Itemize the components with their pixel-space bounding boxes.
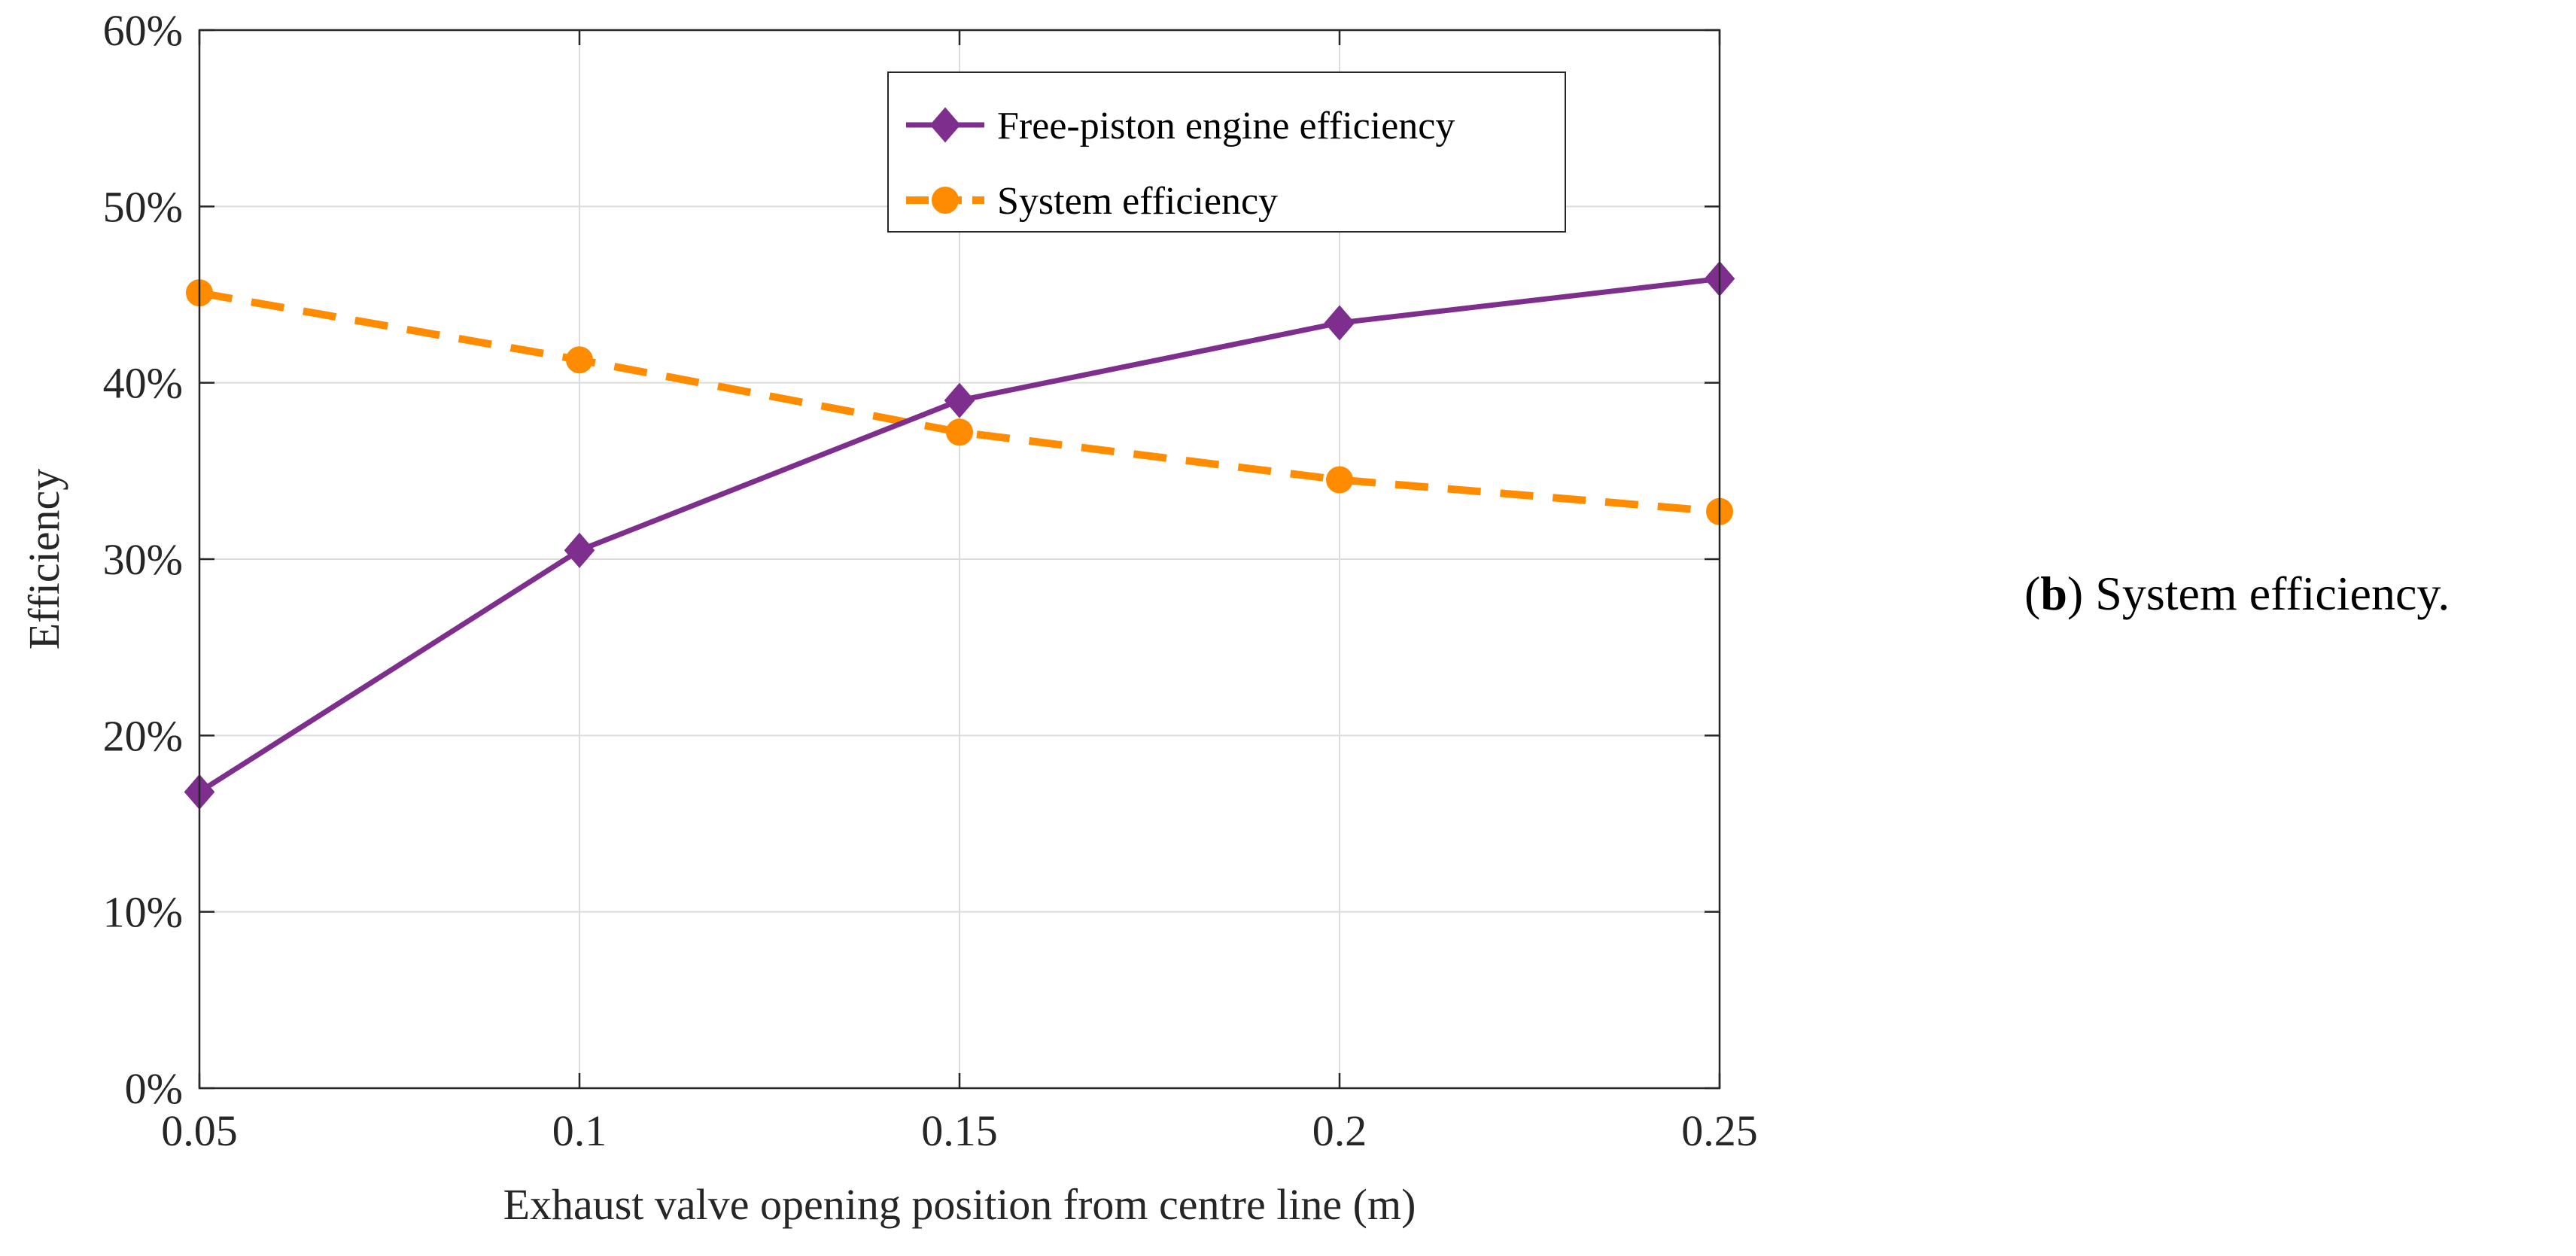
- engine-data-point: [564, 532, 595, 568]
- engine-data-point: [1324, 305, 1355, 341]
- y-tick-label: 30%: [103, 535, 183, 584]
- y-tick-label: 10%: [103, 888, 183, 937]
- y-tick-label: 0%: [125, 1064, 183, 1113]
- x-tick-label: 0.15: [921, 1106, 998, 1155]
- caption-label: b: [2040, 567, 2067, 620]
- y-tick-label: 20%: [103, 711, 183, 760]
- tick-labels: 0.05 0.1 0.15 0.2 0.25 0% 10% 20% 30% 40% 50% 60%: [103, 6, 1758, 1155]
- legend-marker-shape: [929, 107, 961, 143]
- y-tick-label: 60%: [103, 6, 183, 55]
- figure-caption: (b) System efficiency.: [2024, 566, 2450, 622]
- legend-marker-engine: [929, 107, 961, 143]
- caption-text: System efficiency.: [2083, 567, 2450, 620]
- legend-label-engine: Free-piston engine efficiency: [997, 105, 1455, 147]
- system-data-point: [1326, 466, 1353, 494]
- series-engine: [184, 260, 1735, 810]
- caption-close-paren: ): [2067, 567, 2084, 620]
- system-line: [199, 289, 1720, 515]
- x-tick-label: 0.25: [1681, 1106, 1758, 1155]
- y-tick-label: 40%: [103, 359, 183, 408]
- legend-marker-system: [932, 187, 959, 214]
- x-tick-label: 0.2: [1312, 1106, 1367, 1155]
- caption-open-paren: (: [2024, 567, 2041, 620]
- legend: Free-piston engine efficiency System eff…: [887, 71, 1566, 233]
- system-data-point: [946, 418, 973, 446]
- legend-marker-shape: [932, 187, 959, 214]
- system-data-point: [566, 346, 593, 374]
- x-tick-label: 0.05: [161, 1106, 238, 1155]
- x-tick-label: 0.1: [552, 1106, 607, 1155]
- legend-label-system: System efficiency: [997, 180, 1278, 223]
- y-tick-label: 50%: [103, 182, 183, 231]
- y-axis-title: Efficiency: [20, 469, 68, 649]
- x-axis-title: Exhaust valve opening position from cent…: [503, 1180, 1416, 1229]
- axes: [198, 29, 1721, 1090]
- legend-box: [887, 71, 1566, 233]
- engine-data-point: [944, 382, 975, 418]
